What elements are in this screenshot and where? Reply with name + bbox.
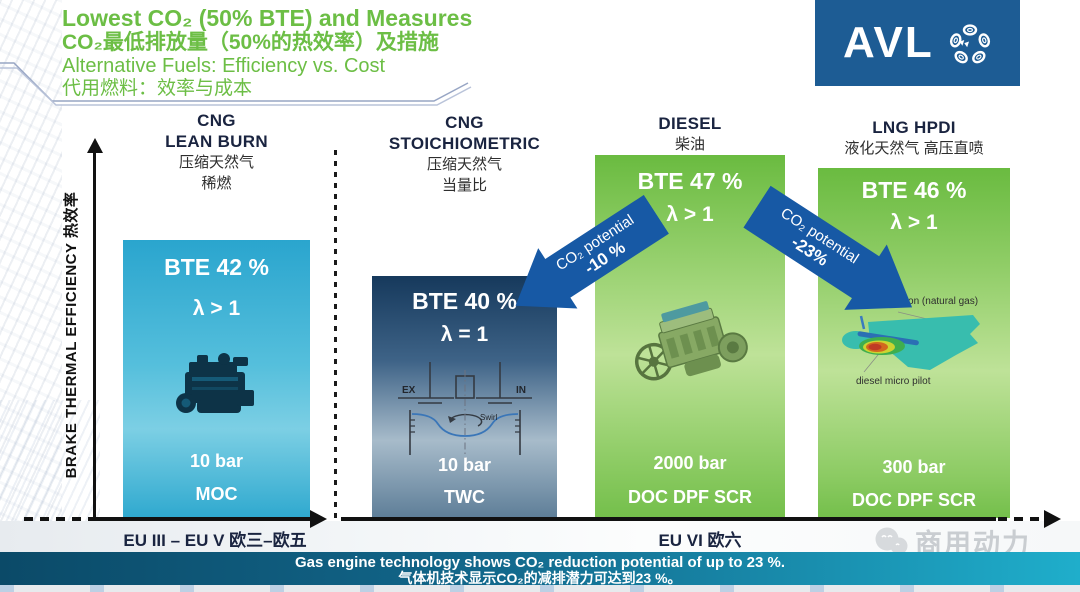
lambda-value: λ > 1 bbox=[192, 297, 241, 320]
wechat-icon bbox=[875, 527, 908, 554]
y-axis-arrowhead bbox=[87, 138, 103, 153]
column-header-diesel: DIESEL 柴油 bbox=[595, 113, 785, 155]
tech-box-cng-lean-burn: BTE 42 % λ > 1 10 bar MOC bbox=[123, 240, 310, 518]
y-axis-label: BRAKE THERMAL EFFICIENCY 热效率 bbox=[63, 191, 80, 479]
lambda-value: λ > 1 bbox=[666, 203, 714, 226]
x-axis-segment-2 bbox=[341, 517, 996, 521]
subtitle-line: Alternative Fuels: Efficiency vs. Cost bbox=[62, 55, 386, 77]
bte-value: BTE 46 % bbox=[861, 177, 967, 203]
column-title: LEAN BURN bbox=[165, 132, 268, 151]
column-title: STOICHIOMETRIC bbox=[388, 134, 541, 153]
left-circuit-texture bbox=[0, 0, 62, 592]
x-axis-label-eu3-eu5: EU III – EU V 欧三–欧五 bbox=[123, 531, 307, 550]
column-header-lng-hpdi: LNG HPDI 液化天然气 高压直喷 bbox=[810, 117, 1018, 159]
column-title: CNG bbox=[445, 113, 484, 132]
column-subtitle-cn: 压缩天然气 bbox=[426, 156, 502, 173]
column-title: CNG bbox=[197, 111, 236, 130]
conclusion-banner: Gas engine technology shows CO₂ reductio… bbox=[0, 552, 1080, 585]
banner-line2-cn: 气体机技术显示CO₂的减排潜力可达到23 %。 bbox=[398, 570, 682, 586]
column-subtitle-cn: 液化天然气 高压直喷 bbox=[844, 140, 984, 157]
lng-injection-diagram bbox=[818, 310, 1010, 376]
schematic-label-ex: EX bbox=[402, 385, 416, 396]
schematic-label-in: IN bbox=[516, 385, 526, 396]
banner-line1: Gas engine technology shows CO₂ reductio… bbox=[294, 554, 786, 571]
aftertreatment: MOC bbox=[195, 484, 238, 504]
x-axis-label-eu6: EU VI 欧六 bbox=[658, 531, 742, 550]
tech-box-cng-stoichiometric: BTE 40 % λ = 1 bbox=[372, 276, 557, 518]
bottom-edge-strip bbox=[0, 585, 1080, 592]
combustion-schematic: EX IN Swirl bbox=[372, 362, 557, 462]
title-line1: Lowest CO₂ (50% BTE) and Measures bbox=[62, 5, 473, 31]
injection-pressure: 10 bar bbox=[189, 451, 244, 471]
column-subtitle-cn: 当量比 bbox=[441, 177, 487, 194]
lng-diagram-label-top: main injection (natural gas) bbox=[858, 296, 979, 307]
x-axis-dashed-left bbox=[24, 517, 88, 521]
lambda-value: λ = 1 bbox=[440, 323, 489, 346]
aftertreatment: TWC bbox=[444, 487, 485, 507]
x-axis-segment-1 bbox=[88, 517, 310, 521]
column-title: DIESEL bbox=[658, 114, 722, 133]
schematic-label-swirl: Swirl bbox=[480, 413, 498, 422]
engine-photo-diesel bbox=[595, 293, 785, 393]
y-axis-line bbox=[93, 150, 96, 518]
slide-title: Lowest CO₂ (50% BTE) and Measures CO₂最低排… bbox=[62, 6, 822, 100]
injection-pressure: 300 bar bbox=[882, 457, 946, 477]
engine-photo-cng bbox=[123, 350, 310, 422]
x-axis-arrowhead-mid bbox=[310, 510, 327, 528]
injection-pressure: 2000 bar bbox=[653, 453, 727, 473]
avl-logo-text: AVL bbox=[843, 18, 934, 67]
title-divider-line bbox=[0, 62, 472, 106]
injection-pressure: 10 bar bbox=[437, 455, 492, 475]
x-axis-arrowhead-right bbox=[1044, 510, 1061, 528]
avl-pinwheel-icon bbox=[949, 24, 991, 64]
avl-logo: AVL bbox=[815, 0, 1020, 86]
column-subtitle-cn: 柴油 bbox=[674, 136, 705, 153]
column-header-cng-lean-burn: CNG LEAN BURN 压缩天然气 稀燃 bbox=[118, 110, 315, 194]
lambda-value: λ > 1 bbox=[890, 211, 938, 234]
column-subtitle-cn: 压缩天然气 bbox=[178, 154, 254, 171]
bte-value: BTE 47 % bbox=[637, 168, 743, 194]
bte-value: BTE 40 % bbox=[412, 288, 517, 314]
column-header-cng-stoichiometric: CNG STOICHIOMETRIC 压缩天然气 当量比 bbox=[367, 112, 562, 196]
aftertreatment: DOC DPF SCR bbox=[851, 490, 976, 510]
lng-diagram-label-bottom: diesel micro pilot bbox=[856, 376, 931, 387]
tech-box-lng-hpdi: BTE 46 % λ > 1 main injection (natural g… bbox=[818, 168, 1010, 518]
column-title: LNG HPDI bbox=[872, 118, 956, 137]
regulation-divider-dotted-line bbox=[334, 150, 337, 518]
subtitle-line-cn: 代用燃料：效率与成本 bbox=[62, 78, 253, 99]
x-axis-dashed-right bbox=[998, 517, 1044, 521]
title-line2-cn: CO₂最低排放量（50%的热效率）及措施 bbox=[62, 31, 439, 54]
bte-value: BTE 42 % bbox=[164, 254, 269, 280]
column-subtitle-cn: 稀燃 bbox=[201, 175, 232, 192]
aftertreatment: DOC DPF SCR bbox=[627, 487, 752, 507]
